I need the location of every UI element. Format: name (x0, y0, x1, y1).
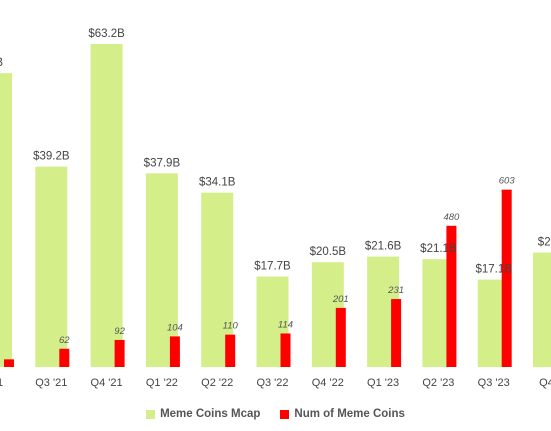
legend-swatch-count (280, 409, 290, 419)
label-count: 104 (167, 322, 183, 333)
tick-label: Q4 '22 (312, 377, 344, 389)
label-mcap: $34.1B (199, 177, 236, 189)
label-mcap: $63.2B (88, 28, 125, 40)
bar-count (446, 225, 457, 367)
bar-mcap (0, 73, 12, 367)
bar-count (391, 299, 402, 367)
label-count: 480 (443, 212, 460, 223)
label-mcap: $22. (538, 237, 551, 249)
tick-label: Q3 '21 (35, 377, 67, 389)
tick-label: Q4 ' (539, 377, 551, 389)
tick-label: '21 (0, 377, 3, 389)
label-mcap: $17.1B (475, 264, 512, 276)
label-mcap: $37.9B (144, 157, 181, 169)
bar-mcap (533, 252, 551, 367)
bar-count (280, 333, 291, 367)
label-mcap: $21.6B (365, 241, 402, 253)
tick-label: Q1 '22 (146, 377, 178, 389)
bar-count (114, 339, 125, 367)
legend-swatch-mcap (146, 409, 156, 419)
label-count: 231 (387, 285, 404, 296)
label-mcap: $21.1B (420, 243, 457, 255)
bar-count (59, 348, 70, 367)
bar-mcap (35, 166, 68, 367)
label-mcap: $20.5B (310, 246, 347, 258)
bar-count (169, 336, 180, 367)
bar-count (501, 189, 512, 367)
legend: Meme Coins Mcap Num of Meme Coins (0, 404, 551, 424)
tick-label: Q3 '22 (256, 377, 288, 389)
label-mcap: $17.7B (254, 261, 291, 273)
label-mcap: 3B (0, 57, 3, 69)
tick-label: Q2 '22 (201, 377, 233, 389)
label-count: 110 (223, 321, 239, 332)
label-mcap: $39.2B (33, 151, 70, 163)
label-count: 92 (114, 326, 125, 337)
tick-label: Q4 '21 (91, 377, 123, 389)
bar-count (4, 359, 14, 367)
legend-label-count: Num of Meme Coins (294, 408, 405, 420)
bar-mcap (90, 44, 123, 367)
label-count: 603 (499, 176, 516, 187)
tick-label: Q1 '23 (367, 377, 399, 389)
tick-label: Q2 '23 (422, 377, 454, 389)
legend-item-count[interactable]: Num of Meme Coins (280, 408, 405, 420)
legend-label-mcap: Meme Coins Mcap (160, 408, 261, 420)
bar-mcap (145, 173, 178, 367)
label-count: 62 (59, 335, 70, 346)
label-count: 114 (278, 319, 293, 330)
bar-count (335, 307, 346, 367)
label-count: 201 (332, 294, 349, 305)
tick-label: Q3 '23 (478, 377, 510, 389)
legend-item-mcap[interactable]: Meme Coins Mcap (146, 408, 260, 420)
bar-count (225, 334, 236, 367)
